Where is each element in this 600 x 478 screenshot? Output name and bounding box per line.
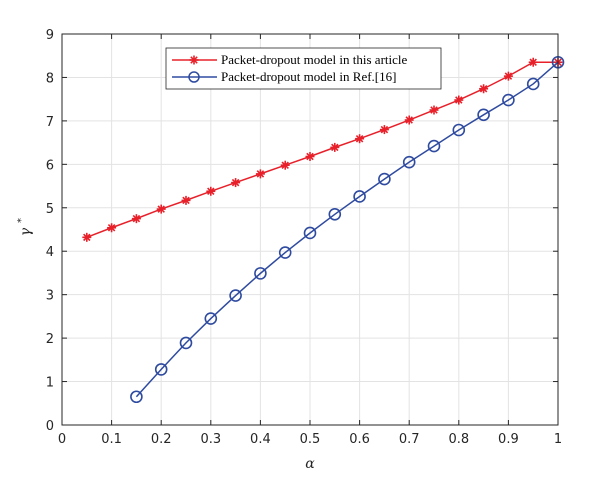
y-tick-label: 7: [46, 115, 54, 130]
y-tick-label: 0: [46, 419, 54, 434]
ticks: 0 0.1 0.2 0.3 0.4 0.5 0.6 0.7 0.8 0.9 1 0 1 2 3 4 5 6 7 8 9: [46, 28, 562, 447]
x-tick-label: 0.3: [200, 432, 221, 447]
y-axis-label: γ *: [16, 218, 34, 236]
data-point-circle: [502, 93, 515, 107]
data-point-asterisk: [379, 125, 389, 135]
data-point-asterisk: [454, 95, 464, 105]
data-point-circle: [154, 363, 168, 376]
data-point-circle: [402, 155, 416, 169]
y-tick-label: 6: [46, 158, 54, 173]
data-point-asterisk: [255, 169, 265, 179]
data-point-asterisk: [131, 214, 141, 224]
legend-entry-1: Packet-dropout model in Ref.[16]: [221, 69, 396, 84]
x-tick-label: 1: [554, 432, 562, 447]
data-point-asterisk: [280, 160, 290, 170]
data-point-circle: [378, 172, 391, 186]
data-point-asterisk: [181, 195, 191, 205]
data-point-circle: [526, 77, 540, 91]
data-point-circle: [303, 226, 317, 240]
x-tick-label: 0.1: [101, 432, 122, 447]
y-tick-label: 8: [46, 71, 54, 86]
data-point-circle: [328, 207, 342, 221]
data-point-circle: [477, 108, 490, 122]
data-point-asterisk: [82, 232, 92, 242]
x-axis-label: α: [305, 456, 315, 472]
series-line-0: [86, 61, 558, 239]
y-tick-label: 1: [46, 376, 54, 391]
data-point-asterisk: [107, 223, 117, 233]
data-point-circle: [427, 139, 441, 153]
data-point-asterisk: [330, 142, 340, 152]
data-point-asterisk: [503, 71, 513, 81]
data-point-asterisk: [429, 105, 439, 115]
data-point-circle: [278, 246, 292, 259]
data-point-asterisk: [231, 178, 241, 188]
x-tick-label: 0.4: [250, 432, 271, 447]
data-point-asterisk: [156, 204, 166, 214]
legend-circle-icon: [188, 71, 200, 83]
x-tick-label: 0.8: [448, 432, 469, 447]
data-point-circle: [204, 312, 218, 325]
legend-asterisk-icon: [189, 55, 199, 65]
legend: Packet-dropout model in this article Pac…: [165, 47, 442, 90]
x-tick-label: 0.2: [151, 432, 172, 447]
y-tick-label: 3: [46, 289, 54, 304]
data-point-circle: [130, 390, 143, 404]
legend-box: [165, 47, 442, 90]
x-tick-label: 0.6: [349, 432, 370, 447]
y-tick-label: 4: [46, 245, 54, 260]
data-point-asterisk: [528, 57, 538, 67]
data-point-circle: [353, 190, 366, 203]
x-tick-label: 0.7: [399, 432, 420, 447]
y-axis-label-superscript: *: [16, 218, 27, 223]
y-axis-label-text: γ: [18, 227, 34, 236]
y-tick-label: 9: [46, 28, 54, 43]
series-group: [82, 55, 565, 404]
data-point-asterisk: [305, 152, 315, 162]
data-point-circle: [229, 289, 242, 302]
data-point-asterisk: [479, 84, 489, 94]
x-tick-label: 0.9: [498, 432, 519, 447]
data-point-asterisk: [355, 134, 365, 144]
legend-entry-0: Packet-dropout model in this article: [221, 52, 408, 67]
data-point-asterisk: [206, 186, 216, 196]
data-point-circle: [179, 336, 193, 350]
x-tick-label: 0: [58, 432, 66, 447]
data-point-asterisk: [404, 115, 414, 125]
x-tick-label: 0.5: [300, 432, 321, 447]
data-point-circle: [254, 267, 267, 280]
y-tick-label: 5: [46, 202, 54, 217]
data-point-circle: [452, 123, 466, 137]
y-tick-label: 2: [46, 332, 54, 347]
